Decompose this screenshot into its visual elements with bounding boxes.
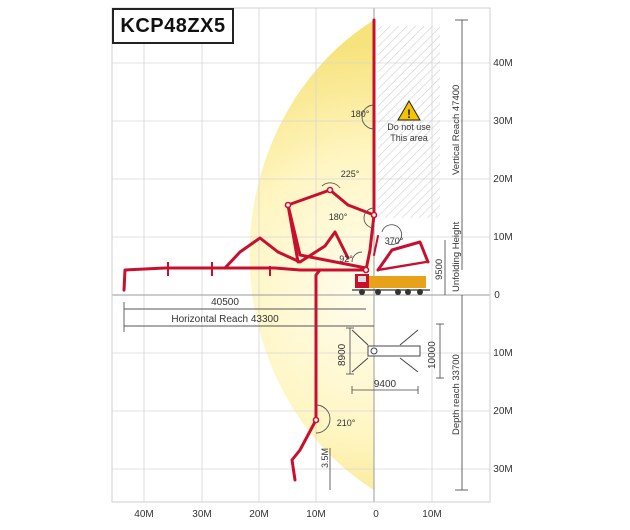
warning-line2: This area (390, 133, 428, 143)
outrigger-span: 9400 (374, 379, 397, 390)
unfolding-height-value: 9500 (434, 259, 445, 280)
y-axis-labels: 40M 30M 20M 10M 0 10M 20M 30M (493, 58, 512, 475)
y-label-10m-down: 10M (493, 348, 512, 359)
angle-180-mid: 180° (329, 212, 348, 222)
boom-folded-upper (286, 188, 376, 270)
boom-positions (122, 18, 430, 482)
boom-rear (376, 240, 430, 272)
x-label-20m: 20M (249, 509, 268, 520)
y-label-20m-down: 20M (493, 406, 512, 417)
boom-small-hooks (167, 262, 271, 276)
boom-downward (290, 268, 322, 482)
y-label-20m: 20M (493, 174, 512, 185)
outrigger-rear: 8900 (337, 343, 348, 366)
y-label-30m-down: 30M (493, 464, 512, 475)
warning-icon: ! (397, 100, 421, 121)
boom-joints (284, 186, 378, 424)
x-label-40m: 40M (134, 509, 153, 520)
angle-arcs (315, 104, 403, 434)
angle-92: 92° (339, 254, 353, 264)
warning-line1: Do not use (387, 122, 431, 132)
horizontal-dimension-lines (123, 302, 374, 332)
truck (352, 274, 430, 295)
restricted-area (378, 26, 440, 218)
outrigger-plan (346, 323, 444, 394)
horizontal-reach-label: Horizontal Reach 43300 (171, 314, 279, 325)
vertical-dimension-lines (329, 19, 468, 491)
y-label-0: 0 (494, 290, 500, 301)
boom-vertical (364, 18, 376, 272)
svg-text:!: ! (407, 107, 411, 121)
vertical-reach-label: Vertical Reach 47400 (451, 85, 462, 175)
x-label-30m: 30M (192, 509, 211, 520)
x-label-10m: 10M (306, 509, 325, 520)
y-label-10m: 10M (493, 232, 512, 243)
x-axis-labels: 40M 30M 20M 10M 0 10M (134, 509, 441, 520)
outrigger-front: 10000 (427, 341, 438, 369)
page-title: KCP48ZX5 (120, 14, 226, 37)
angle-180-top: 180° (351, 109, 370, 119)
depth-small-label: 3.5M (320, 448, 330, 468)
boom-folded-arm (286, 203, 300, 264)
x-label-10m-right: 10M (422, 509, 441, 520)
angle-370: 370° (385, 236, 404, 246)
title-box: KCP48ZX5 (112, 8, 234, 44)
angle-210: 210° (337, 418, 356, 428)
x-label-0: 0 (373, 509, 379, 520)
boom-horizontal-upper (223, 230, 350, 270)
y-label-30m: 30M (493, 116, 512, 127)
depth-reach-label: Depth reach 33700 (451, 354, 462, 435)
boom-horizontal (122, 266, 368, 292)
unfolding-height-label: Unfolding Height (451, 221, 462, 292)
angle-225: 225° (341, 169, 360, 179)
y-label-40m: 40M (493, 58, 512, 69)
horizontal-reach-value: 40500 (211, 297, 239, 308)
